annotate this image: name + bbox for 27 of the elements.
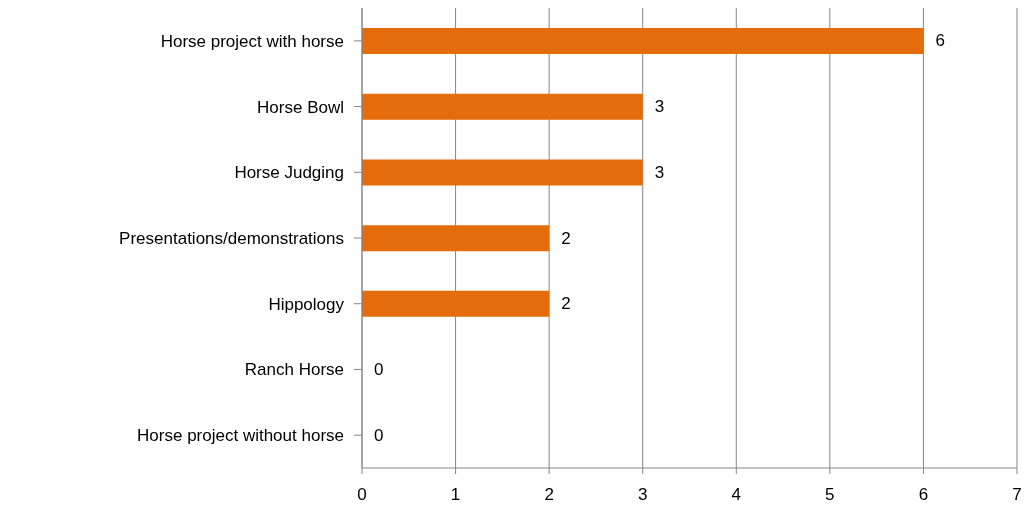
- bar: [362, 159, 643, 186]
- data-label: 6: [935, 31, 945, 51]
- y-tick-label: Horse Judging: [234, 163, 344, 183]
- x-tick-label: 2: [544, 485, 554, 505]
- y-tick-label: Horse project with horse: [160, 31, 344, 51]
- x-tick-label: 5: [825, 485, 835, 505]
- bar: [362, 290, 550, 317]
- data-label: 3: [654, 97, 665, 117]
- x-tick-label: 3: [637, 485, 648, 505]
- x-tick-label: 0: [357, 485, 367, 505]
- x-tick-label: 1: [450, 485, 461, 505]
- bar: [362, 225, 550, 252]
- data-label: 0: [374, 425, 384, 445]
- x-tick-label: 4: [731, 485, 742, 505]
- y-tick-label: Ranch Horse: [244, 360, 344, 380]
- x-tick-label: 7: [1012, 485, 1022, 505]
- y-tick-label: Presentations/demonstrations: [119, 229, 344, 249]
- data-label: 0: [374, 359, 384, 379]
- y-tick-label: Horse project without horse: [137, 426, 344, 446]
- bar: [362, 28, 924, 54]
- data-label: 2: [561, 294, 571, 314]
- bar: [362, 93, 643, 120]
- y-tick-label: Horse Bowl: [257, 97, 344, 117]
- data-label: 2: [561, 228, 571, 248]
- data-label: 3: [654, 162, 665, 182]
- x-tick-label: 6: [918, 485, 929, 505]
- y-tick-label: Hippology: [268, 294, 345, 314]
